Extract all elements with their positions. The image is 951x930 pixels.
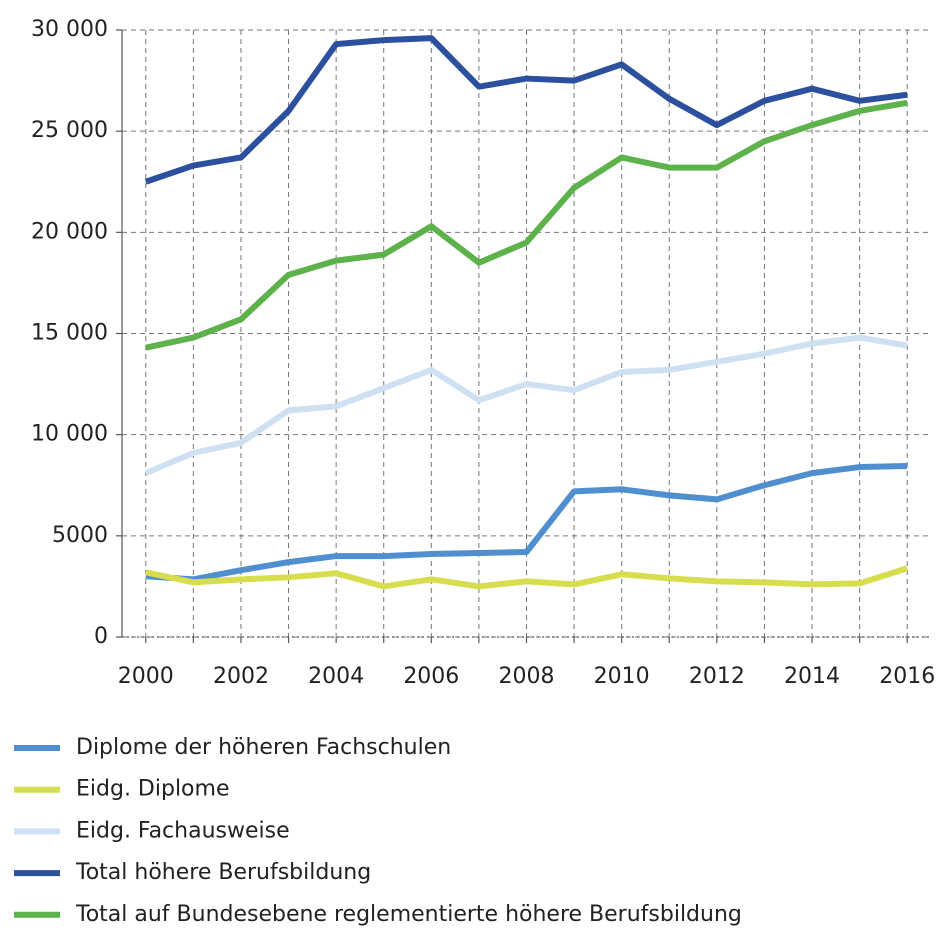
x-tick-label: 2002: [213, 664, 269, 689]
x-tick-label: 2008: [499, 664, 555, 689]
x-tick-label: 2006: [403, 664, 459, 689]
series-line: [145, 565, 909, 590]
x-tick-label: 2012: [689, 664, 745, 689]
legend-label: Eidg. Fachausweise: [76, 818, 290, 843]
y-tick-label: 25 000: [31, 118, 108, 143]
legend-label: Total höhere Berufsbildung: [75, 860, 371, 885]
y-tick-label: 20 000: [31, 219, 108, 244]
series-line: [144, 334, 908, 476]
series-line: [144, 35, 908, 185]
y-tick-label: 30 000: [31, 17, 108, 42]
y-tick-label: 5000: [52, 523, 108, 548]
legend-label: Eidg. Diplome: [76, 777, 229, 802]
y-tick-label: 15 000: [31, 321, 108, 346]
x-tick-label: 2014: [784, 664, 840, 689]
y-tick-label: 10 000: [31, 422, 108, 447]
x-tick-label: 2000: [118, 664, 174, 689]
x-tick-label: 2010: [594, 664, 650, 689]
series-line: [145, 463, 908, 583]
x-tick-label: 2004: [308, 664, 364, 689]
series-line: [145, 99, 908, 351]
y-tick-label: 0: [94, 624, 108, 649]
legend-label: Diplome der höheren Fachschulen: [76, 735, 451, 760]
x-tick-label: 2016: [879, 664, 935, 689]
legend-label: Total auf Bundesebene reglementierte höh…: [75, 902, 742, 927]
